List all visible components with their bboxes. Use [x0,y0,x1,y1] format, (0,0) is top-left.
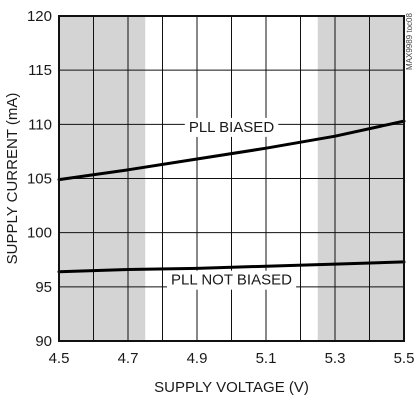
x-tick-label: 4.9 [187,350,208,367]
x-tick-label: 5.1 [256,350,277,367]
y-tick-label: 95 [35,279,52,296]
annotation-label: PLL BIASED [189,119,274,136]
y-axis-title: SUPPLY CURRENT (mA) [4,93,21,265]
x-tick-label: 4.5 [49,350,70,367]
y-tick-label: 100 [27,225,52,242]
series-annotation: PLL NOT BIASED [167,270,297,290]
x-tick-label: 4.7 [118,350,139,367]
x-tick-label: 5.3 [325,350,346,367]
series-line [57,119,406,182]
annotation-background [167,270,297,290]
annotation-background [184,117,279,137]
x-tick-label: 5.5 [394,350,415,367]
series-line [57,260,406,274]
y-tick-label: 115 [28,62,52,79]
series-annotation: PLL BIASED [184,117,279,137]
figure-id-watermark: MAX9989 toc08 [405,13,414,70]
y-tick-label: 90 [35,333,52,350]
x-axis-title: SUPPLY VOLTAGE (V) [154,379,309,396]
y-tick-label: 120 [27,8,52,25]
y-tick-label: 105 [27,171,52,188]
annotation-label: PLL NOT BIASED [171,272,292,289]
plot-frame [58,15,405,342]
y-tick-label: 110 [28,116,52,133]
